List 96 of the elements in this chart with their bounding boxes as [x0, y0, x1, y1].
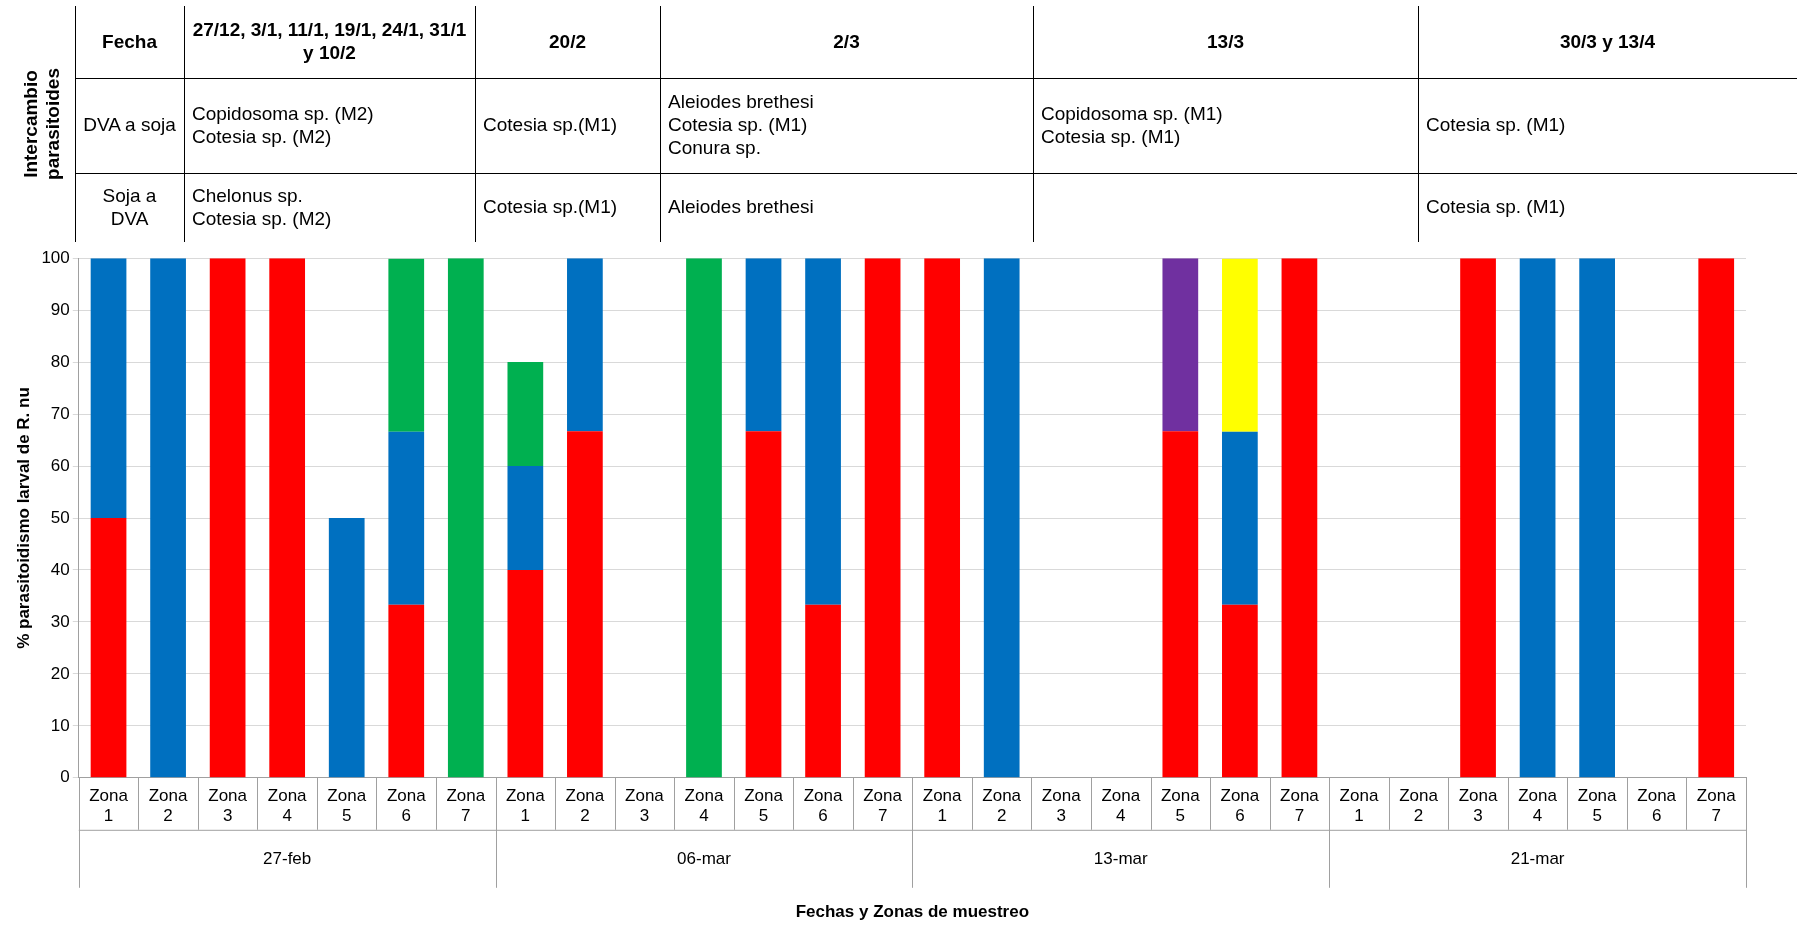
text: Cotesia sp.(M1)	[482, 113, 619, 138]
text: 27/12, 3/1, 11/1, 19/1, 24/1, 31/1 y 10/2	[191, 18, 468, 65]
bar	[507, 466, 544, 570]
x-tick-label: Zona 5	[1577, 785, 1618, 826]
bar	[864, 258, 901, 778]
x-tick-label: Zona 2	[1399, 785, 1439, 826]
x-tick-label: Zona 1	[922, 785, 963, 826]
bar	[507, 569, 544, 778]
text: Chelonus sp. Cotesia sp. (M2)	[191, 183, 333, 231]
bar	[1698, 258, 1735, 778]
text: 27-feb	[263, 849, 312, 869]
text: 13-mar	[1093, 849, 1149, 869]
x-tick-label: Zona 7	[1696, 785, 1737, 826]
bar	[1222, 258, 1258, 432]
text: Fecha	[101, 29, 158, 54]
text: Cotesia sp.(M1)	[482, 195, 619, 220]
text: 21-mar	[1510, 849, 1565, 869]
y-tick-label: 60	[50, 455, 70, 475]
x-tick-label: Zona 1	[89, 785, 129, 826]
bar	[150, 258, 186, 778]
bar	[1162, 431, 1199, 778]
bar	[447, 258, 484, 778]
bar	[1579, 258, 1615, 778]
y-tick-label: 0	[60, 767, 70, 787]
y-tick-label: 70	[50, 403, 70, 423]
x-tick-label: Zona 6	[1637, 785, 1677, 826]
bar	[745, 431, 782, 778]
x-tick-label: Zona 7	[863, 785, 903, 826]
bar	[1281, 258, 1318, 778]
y-tick-label: 90	[50, 299, 70, 319]
x-tick-label: Zona 4	[1518, 785, 1558, 826]
x-tick-label: Zona 6	[803, 785, 843, 826]
bar	[1519, 258, 1556, 778]
x-tick-label: Zona 4	[1101, 785, 1141, 826]
x-tick-label: Zona 3	[1041, 785, 1082, 826]
x-tick-label: Zona 1	[505, 785, 546, 826]
y-tick-label: 30	[50, 611, 70, 631]
x-axis-title: Fechas y Zonas de muestreo	[795, 902, 1030, 922]
y-tick-label: 40	[50, 559, 70, 579]
text: Soja a DVA	[101, 183, 158, 231]
bar	[924, 258, 961, 778]
x-tick-label: Zona 4	[267, 785, 308, 826]
text: DVA a soja	[82, 113, 177, 138]
x-tick-label: Zona 7	[1280, 785, 1320, 826]
bar	[983, 258, 1020, 778]
bar	[1162, 258, 1199, 432]
text: 20/2	[548, 29, 587, 54]
x-tick-label: Zona 3	[625, 785, 665, 826]
x-tick-label: Zona 5	[744, 785, 784, 826]
x-tick-label: Zona 5	[1160, 785, 1201, 826]
x-tick-label: Zona 3	[1458, 785, 1498, 826]
bar	[269, 258, 306, 778]
text: Intercambio parasitoides	[20, 68, 64, 180]
text: Copidosoma sp. (M2) Cotesia sp. (M2)	[191, 101, 375, 149]
text: Cotesia sp. (M1)	[1425, 113, 1567, 138]
x-tick-label: Zona 2	[565, 785, 605, 826]
bar	[1222, 431, 1258, 605]
y-tick-label: 10	[50, 715, 70, 735]
text: 2/3	[832, 29, 861, 54]
y-tick-label: 20	[50, 663, 70, 683]
bar	[507, 362, 544, 467]
bar	[686, 258, 722, 778]
x-tick-label: Zona 1	[1339, 785, 1379, 826]
text: Copidosoma sp. (M1) Cotesia sp. (M1)	[1040, 101, 1224, 149]
bar	[388, 258, 425, 432]
text: Aleiodes brethesi	[667, 195, 815, 220]
x-tick-label: Zona 4	[684, 785, 724, 826]
text: Cotesia sp. (M1)	[1425, 195, 1567, 220]
x-tick-label: Zona 5	[327, 785, 367, 826]
x-tick-label: Zona 2	[982, 785, 1022, 826]
bar	[567, 258, 603, 432]
x-tick-label: Zona 6	[386, 785, 427, 826]
bar	[805, 604, 841, 778]
bar	[805, 258, 841, 605]
bar	[328, 518, 365, 778]
bar	[1460, 258, 1496, 778]
text: Aleiodes brethesi Cotesia sp. (M1) Conura sp.	[667, 90, 815, 160]
bar	[388, 604, 425, 778]
bar	[745, 258, 782, 432]
bar	[1222, 604, 1258, 778]
x-tick-label: Zona 6	[1220, 785, 1260, 826]
text: 30/3 y 13/4	[1558, 29, 1657, 54]
x-tick-label: Zona 3	[208, 785, 248, 826]
bar	[388, 431, 425, 605]
text: 13/3	[1206, 29, 1245, 54]
y-axis-title: % parasitoidismo larval de R. nu	[13, 387, 33, 649]
bar	[90, 518, 127, 778]
x-tick-label: Zona 7	[446, 785, 486, 826]
bar	[209, 258, 246, 778]
bar	[90, 258, 127, 518]
y-tick-label: 80	[50, 351, 70, 371]
x-tick-label: Zona 2	[148, 785, 188, 826]
bar	[567, 431, 603, 778]
y-tick-label: 50	[50, 507, 70, 527]
text: 06-mar	[677, 849, 732, 869]
y-tick-label: 100	[41, 247, 70, 267]
